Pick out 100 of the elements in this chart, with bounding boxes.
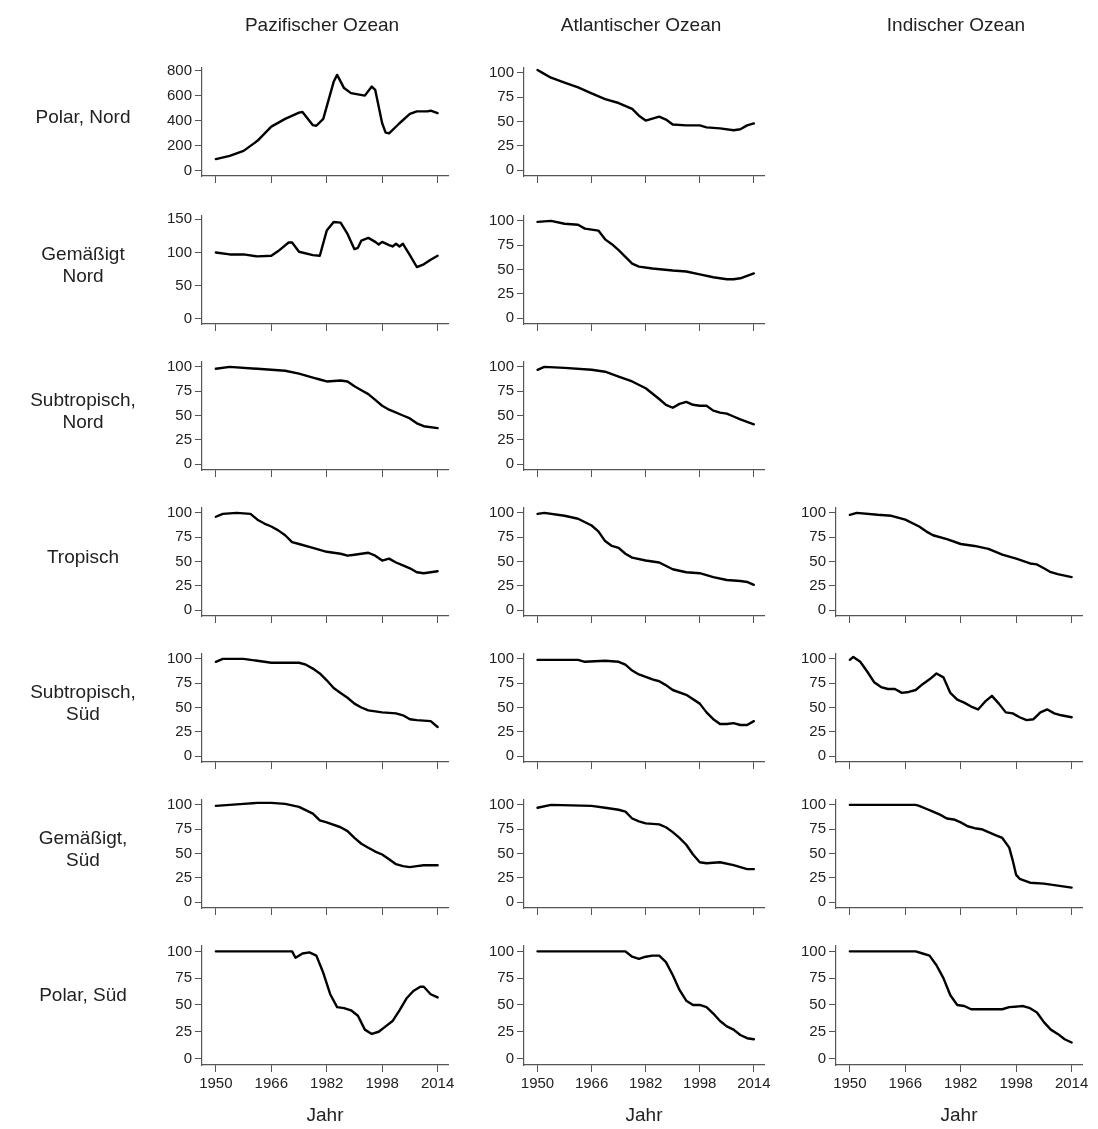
y-tick-label: 0 [817, 600, 826, 618]
y-tick-label: 400 [166, 110, 192, 128]
y-tick-label: 50 [809, 995, 826, 1013]
y-tick-label: 25 [809, 575, 826, 593]
y-tick-label: 50 [175, 405, 192, 423]
y-tick-label: 50 [497, 843, 514, 861]
y-tick-label: 600 [166, 85, 192, 103]
y-tick-label: 25 [497, 283, 514, 301]
y-tick-label: 50 [497, 995, 514, 1013]
y-tick-label: 25 [497, 575, 514, 593]
y-tick-label: 100 [488, 503, 514, 521]
y-tick-label: 50 [175, 275, 192, 293]
x-tick-label: 1982 [944, 1074, 978, 1092]
y-tick-label: 100 [800, 941, 826, 959]
y-tick-label: 75 [809, 968, 826, 986]
y-tick-label: 100 [488, 357, 514, 375]
y-tick-label: 25 [175, 575, 192, 593]
y-tick-label: 50 [175, 697, 192, 715]
y-axis-title: Gemäßigt Nord [40, 242, 126, 288]
y-tick-label: 25 [175, 429, 192, 447]
y-tick-label: 100 [800, 795, 826, 813]
chart-title: Indischer Ozean [885, 14, 1027, 36]
x-tick-label: 1966 [254, 1074, 288, 1092]
y-tick-label: 100 [166, 795, 192, 813]
y-tick-label: 25 [809, 867, 826, 885]
y-tick-label: 50 [497, 697, 514, 715]
y-tick-label: 25 [809, 1021, 826, 1039]
y-tick-label: 75 [497, 819, 514, 837]
y-tick-label: 50 [497, 111, 514, 129]
x-tick-label: 1982 [629, 1074, 663, 1092]
y-tick-label: 100 [800, 503, 826, 521]
y-tick-label: 75 [809, 819, 826, 837]
y-tick-label: 50 [175, 995, 192, 1013]
y-tick-label: 100 [166, 357, 192, 375]
y-tick-label: 100 [488, 649, 514, 667]
y-tick-label: 0 [183, 308, 192, 326]
y-tick-label: 200 [166, 136, 192, 153]
y-tick-label: 100 [488, 63, 514, 81]
y-tick-label: 0 [817, 746, 826, 764]
x-tick-label: 1998 [365, 1074, 399, 1092]
x-tick-label: 1966 [888, 1074, 922, 1092]
y-axis-title: Tropisch [45, 545, 121, 569]
y-tick-label: 75 [809, 673, 826, 691]
y-tick-label: 50 [497, 405, 514, 423]
y-tick-label: 75 [809, 527, 826, 545]
y-tick-label: 0 [183, 600, 192, 618]
y-tick-label: 100 [800, 649, 826, 667]
y-tick-label: 100 [488, 941, 514, 959]
y-tick-label: 50 [175, 551, 192, 569]
x-tick-label: 1950 [833, 1074, 867, 1092]
y-tick-label: 25 [175, 721, 192, 739]
y-tick-label: 800 [166, 60, 192, 78]
x-tick-label: 1950 [199, 1074, 233, 1092]
y-tick-label: 0 [183, 746, 192, 764]
y-tick-label: 25 [497, 1021, 514, 1039]
y-tick-label: 25 [497, 721, 514, 739]
y-tick-label: 100 [488, 211, 514, 229]
x-tick-label: 1966 [574, 1074, 609, 1092]
y-tick-label: 0 [817, 892, 826, 910]
x-tick-label: 1998 [683, 1074, 717, 1092]
y-axis-title: Subtropisch, Nord [29, 388, 137, 434]
y-tick-label: 100 [166, 649, 192, 667]
y-tick-label: 50 [175, 843, 192, 861]
y-axis-title: Polar, Süd [38, 983, 128, 1007]
x-tick-label: 2014 [1054, 1074, 1089, 1092]
y-tick-label: 0 [505, 160, 514, 178]
y-tick-label: 0 [505, 600, 514, 618]
y-tick-label: 0 [817, 1048, 826, 1066]
y-tick-label: 25 [497, 429, 514, 447]
y-tick-label: 75 [497, 527, 514, 545]
y-tick-label: 75 [497, 673, 514, 691]
y-tick-label: 100 [166, 941, 192, 959]
y-tick-label: 0 [505, 746, 514, 764]
chart-title: Pazifischer Ozean [243, 14, 401, 36]
y-tick-label: 25 [497, 135, 514, 153]
y-tick-label: 0 [505, 454, 514, 472]
y-tick-label: 50 [809, 551, 826, 569]
x-tick-label: 1998 [999, 1074, 1033, 1092]
y-tick-label: 50 [497, 259, 514, 277]
y-tick-label: 25 [497, 867, 514, 885]
y-tick-label: 100 [488, 795, 514, 813]
y-tick-label: 0 [505, 892, 514, 910]
y-tick-label: 0 [183, 1048, 192, 1066]
y-tick-label: 25 [809, 721, 826, 739]
y-tick-label: 0 [183, 454, 192, 472]
y-axis-title: Polar, Nord [34, 105, 132, 129]
y-tick-label: 75 [497, 235, 514, 253]
y-tick-label: 75 [497, 968, 514, 986]
y-tick-label: 0 [505, 1048, 514, 1066]
y-tick-label: 0 [505, 308, 514, 326]
x-tick-label: 2014 [420, 1074, 455, 1092]
y-tick-label: 150 [166, 209, 192, 227]
y-tick-label: 75 [175, 527, 192, 545]
y-axis-title: Subtropisch, Süd [29, 680, 137, 726]
y-tick-label: 50 [497, 551, 514, 569]
y-tick-label: 0 [183, 892, 192, 910]
x-tick-label: 1950 [520, 1074, 555, 1092]
x-axis-title: Jahr [305, 1104, 345, 1126]
y-tick-label: 25 [175, 867, 192, 885]
x-tick-label: 2014 [737, 1074, 771, 1092]
